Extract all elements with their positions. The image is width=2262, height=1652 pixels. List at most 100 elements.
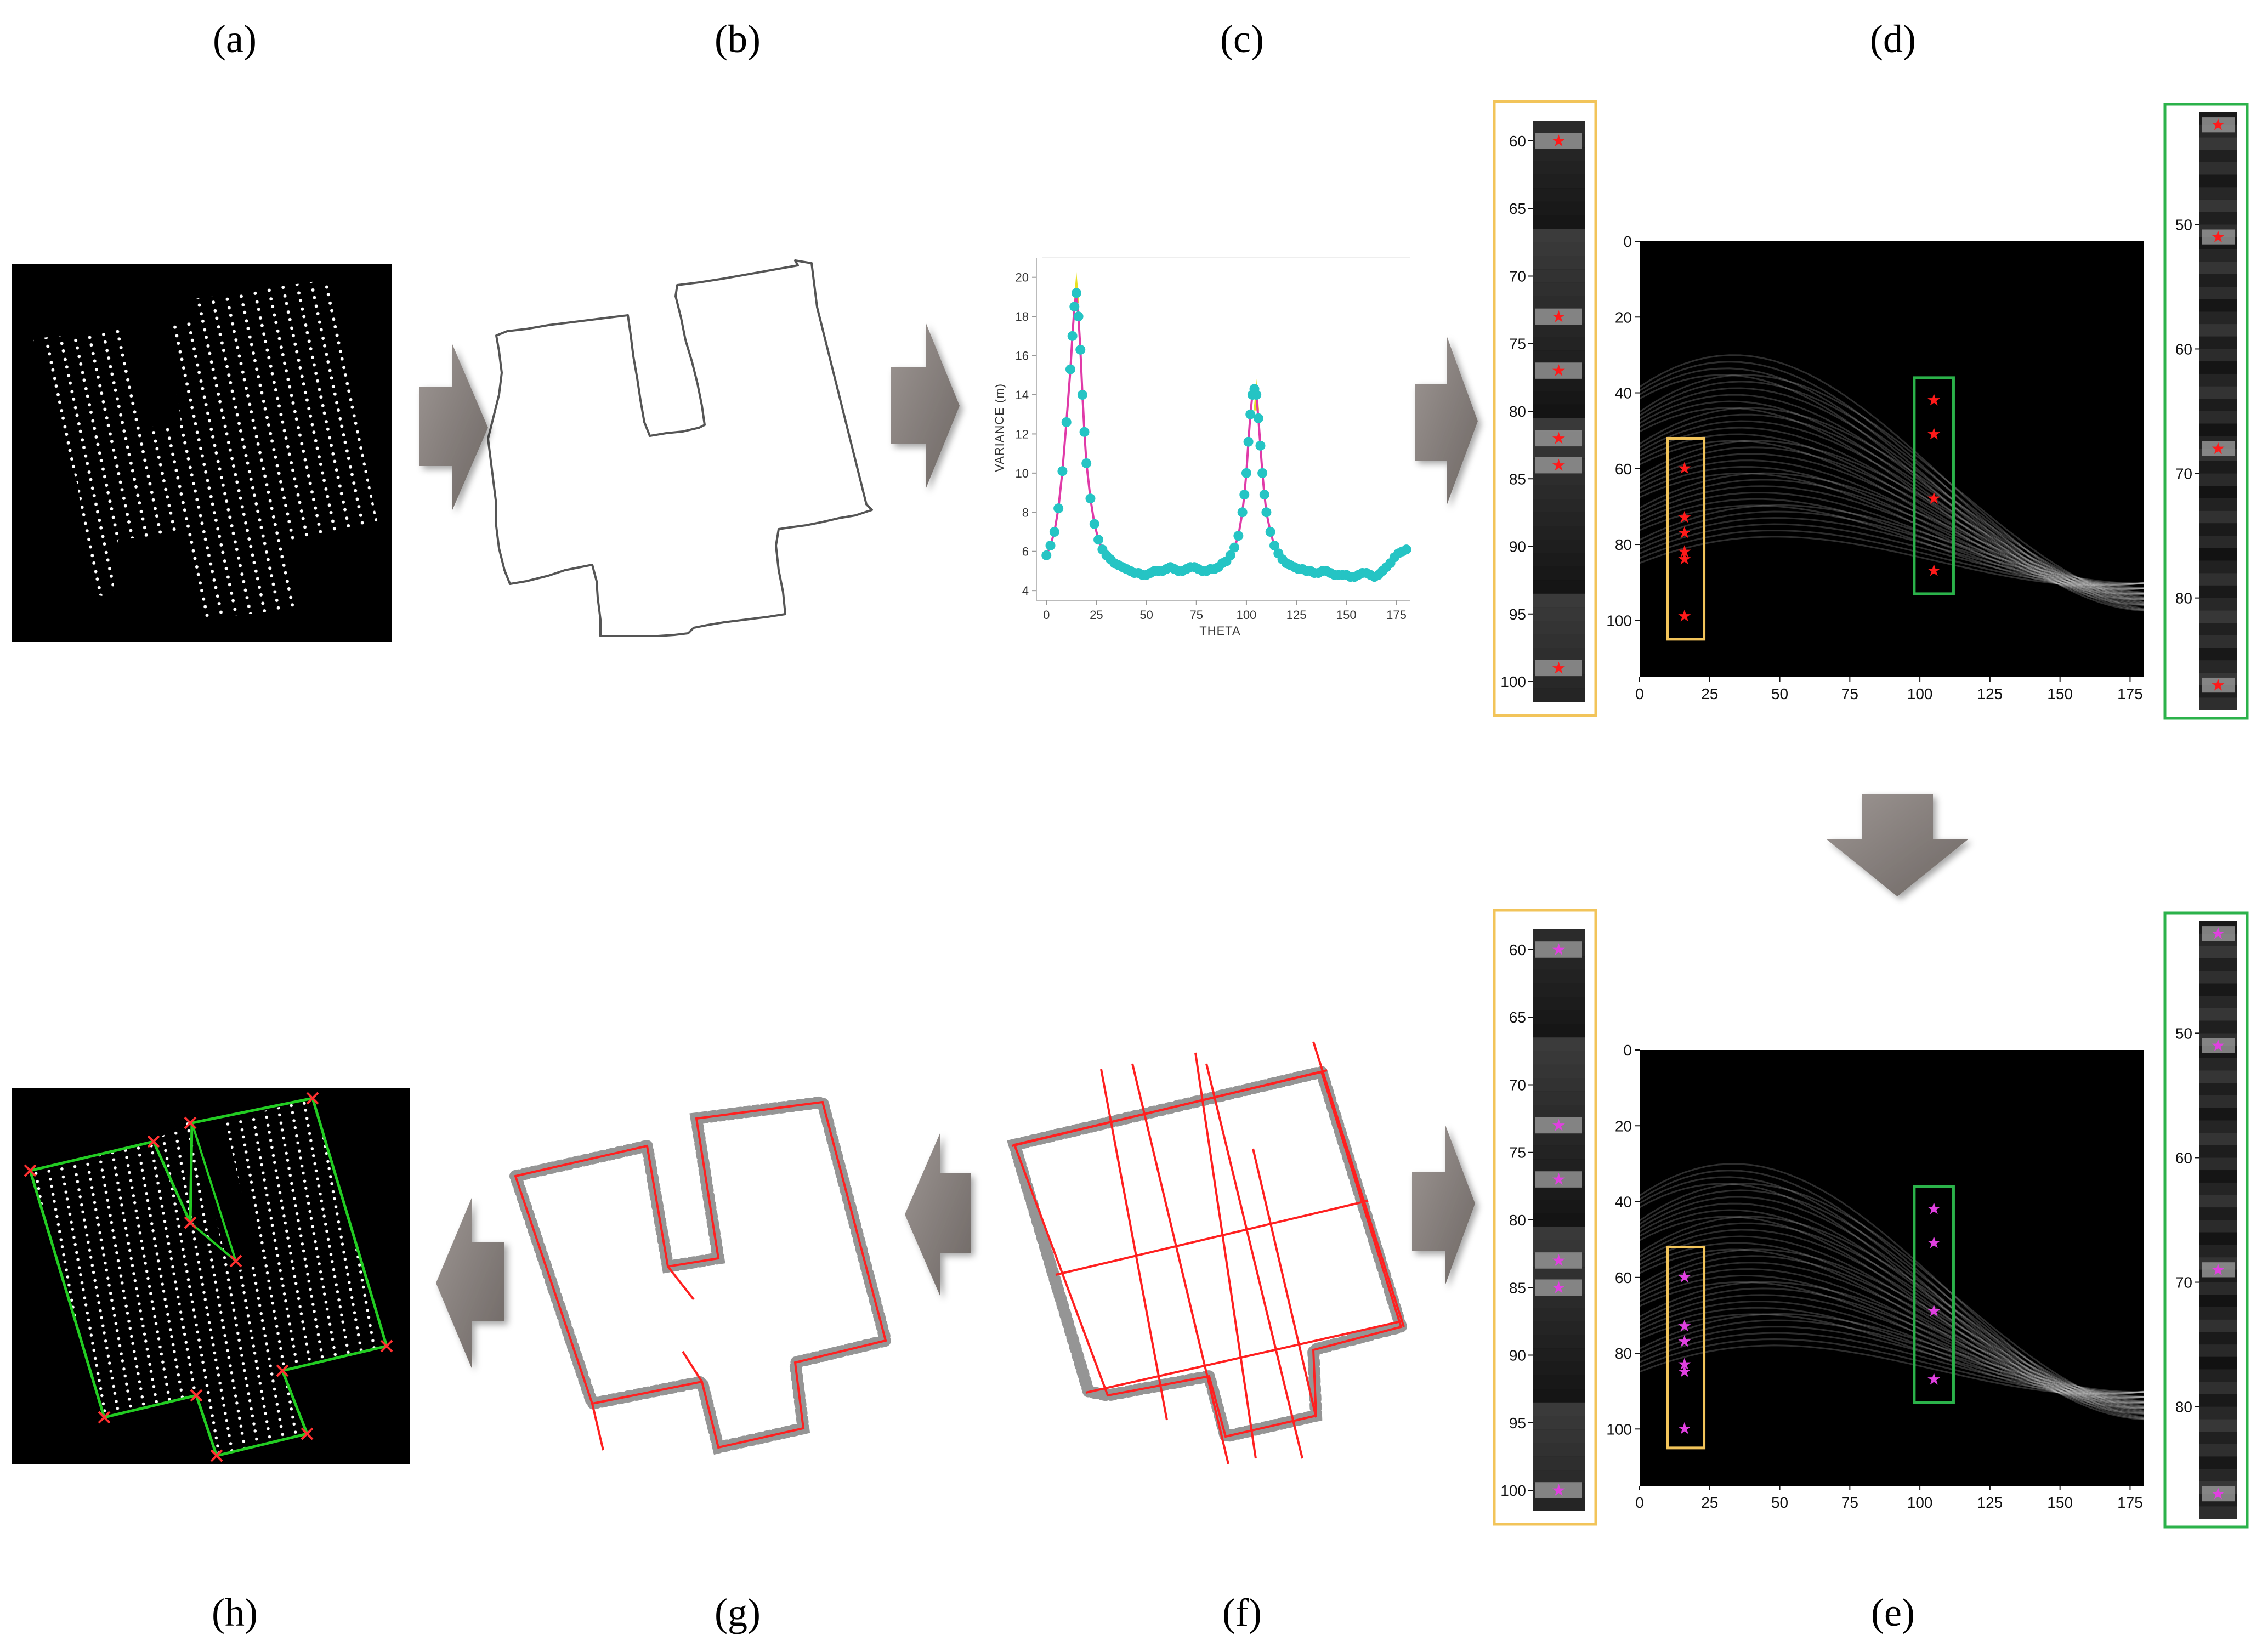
flow-arrow-f-to-g <box>905 1132 971 1297</box>
c-y-tick-label: 12 <box>1016 427 1029 441</box>
c-data-point <box>1041 550 1052 560</box>
panel-label-h: (h) <box>212 1591 258 1634</box>
c-data-point <box>1255 440 1266 451</box>
e-zoom-right-star: ★ <box>2211 924 2226 944</box>
c-data-point <box>1075 344 1086 355</box>
panel-label-f: (f) <box>1222 1591 1262 1634</box>
d-zoom-left-star: ★ <box>1551 307 1566 326</box>
d-zoom-left-star: ★ <box>1551 361 1566 381</box>
c-data-point <box>1045 541 1056 550</box>
d-x-tick-label: 75 <box>1841 685 1858 702</box>
e-zoom-left-star: ★ <box>1551 1170 1566 1189</box>
c-x-tick-label: 25 <box>1090 608 1103 622</box>
c-y-tick-label: 8 <box>1022 506 1029 519</box>
d-zoom-right-star: ★ <box>2211 228 2226 247</box>
panel-a-point-cloud <box>12 264 392 642</box>
panel-label-e: (e) <box>1871 1591 1915 1634</box>
d-x-tick-label: 150 <box>2047 685 2073 702</box>
flow-arrow-d-to-e <box>1826 794 1969 896</box>
e-zoom-right-tick-label: 60 <box>2175 1149 2192 1166</box>
e-peak-star: ★ <box>1677 1317 1692 1336</box>
d-zoom-left-star: ★ <box>1551 658 1566 678</box>
c-x-tick-label: 75 <box>1190 608 1203 622</box>
d-zoom-left-tick-label: 65 <box>1509 200 1526 217</box>
c-x-tick-label: 175 <box>1386 608 1407 622</box>
d-zoom-left-tick-label: 85 <box>1509 470 1526 487</box>
c-y-tick-label: 14 <box>1016 388 1029 402</box>
e-zoom-left-tick-label: 95 <box>1509 1415 1526 1432</box>
e-peak-star: ★ <box>1926 1234 1941 1253</box>
c-y-tick-label: 16 <box>1016 349 1029 363</box>
flow-arrow-a-to-b <box>419 344 488 510</box>
f-line-set <box>1011 1041 1405 1464</box>
d-zoom-left-star: ★ <box>1551 132 1566 151</box>
c-data-point <box>1057 466 1068 476</box>
panel-label-c: (c) <box>1220 17 1264 61</box>
e-x-tick-label: 175 <box>2117 1494 2143 1511</box>
e-zoom-left-tick-label: 70 <box>1509 1076 1526 1093</box>
c-data-point <box>1259 490 1269 500</box>
c-data-point <box>1241 468 1251 478</box>
c-data-point <box>1067 331 1078 341</box>
c-data-point <box>1225 550 1235 560</box>
h-corner-markers <box>24 1092 393 1462</box>
c-data-point <box>1237 507 1248 518</box>
e-x-tick-label: 150 <box>2047 1494 2073 1511</box>
h-boundary-polygon <box>28 1097 389 1457</box>
e-y-tick-label: 40 <box>1615 1194 1632 1211</box>
d-y-tick-label: 60 <box>1615 461 1632 478</box>
c-y-tick-label: 20 <box>1016 271 1029 285</box>
c-data-point <box>1265 527 1275 537</box>
d-x-tick-label: 50 <box>1771 685 1788 702</box>
d-zoom-right-tick-label: 60 <box>2175 340 2192 357</box>
d-peak-star: ★ <box>1926 425 1941 444</box>
flow-arrow-c-to-d <box>1415 336 1478 506</box>
e-x-tick-label: 25 <box>1701 1494 1718 1511</box>
e-x-tick-label: 100 <box>1907 1494 1933 1511</box>
e-highlight-box-left <box>1666 1245 1706 1450</box>
e-zoom-left-tick-label: 80 <box>1509 1212 1526 1229</box>
c-data-point <box>1077 390 1087 400</box>
d-peak-star: ★ <box>1677 606 1692 626</box>
d-y-tick-label: 100 <box>1606 612 1632 629</box>
d-peak-star: ★ <box>1926 561 1941 580</box>
e-zoom-left-tick-label: 100 <box>1500 1482 1526 1499</box>
e-zoom-left-star: ★ <box>1551 940 1566 960</box>
d-zoom-left-star: ★ <box>1551 456 1566 475</box>
d-x-tick-label: 25 <box>1701 685 1718 702</box>
c-data-point <box>1233 531 1244 541</box>
e-peak-star: ★ <box>1677 1332 1692 1351</box>
c-data-point <box>1049 527 1059 537</box>
e-zoom-right-star: ★ <box>2211 1485 2226 1504</box>
c-data-point <box>1401 544 1411 555</box>
d-zoom-right-star: ★ <box>2211 676 2226 695</box>
panel-d-hough: 0 25 50 75 100 125 150 175020406080100★★★★★★★★★… <box>1493 100 2249 720</box>
c-data-point <box>1089 519 1099 529</box>
c-data-point <box>1061 417 1072 427</box>
c-data-point <box>1253 413 1263 423</box>
d-peak-star: ★ <box>1677 523 1692 542</box>
e-peak-star: ★ <box>1677 1268 1692 1287</box>
e-zoom-right-tick-label: 80 <box>2175 1399 2192 1416</box>
d-zoom-left-tick-label: 90 <box>1509 538 1526 555</box>
e-zoom-left-tick-label: 65 <box>1509 1009 1526 1026</box>
e-x-tick-label: 75 <box>1841 1494 1858 1511</box>
d-peak-star: ★ <box>1926 489 1941 508</box>
c-y-tick-label: 4 <box>1022 584 1029 598</box>
e-zoom-left-tick-label: 90 <box>1509 1347 1526 1364</box>
d-zoom-left-tick-label: 80 <box>1509 403 1526 420</box>
e-peak-star: ★ <box>1926 1199 1941 1218</box>
d-x-tick-label: 0 <box>1635 685 1644 702</box>
c-data-point <box>1257 468 1268 478</box>
d-peak-star: ★ <box>1677 459 1692 478</box>
d-sinusoids <box>1639 354 2145 612</box>
d-y-tick-label: 80 <box>1615 536 1632 553</box>
d-zoom-left-tick-label: 60 <box>1509 133 1526 150</box>
c-y-tick-label: 18 <box>1016 310 1029 323</box>
panel-label-a: (a) <box>213 17 257 61</box>
c-x-tick-label: 50 <box>1139 608 1153 622</box>
e-x-tick-label: 50 <box>1771 1494 1788 1511</box>
c-data-point <box>1093 535 1104 545</box>
c-data-point <box>1053 503 1064 514</box>
